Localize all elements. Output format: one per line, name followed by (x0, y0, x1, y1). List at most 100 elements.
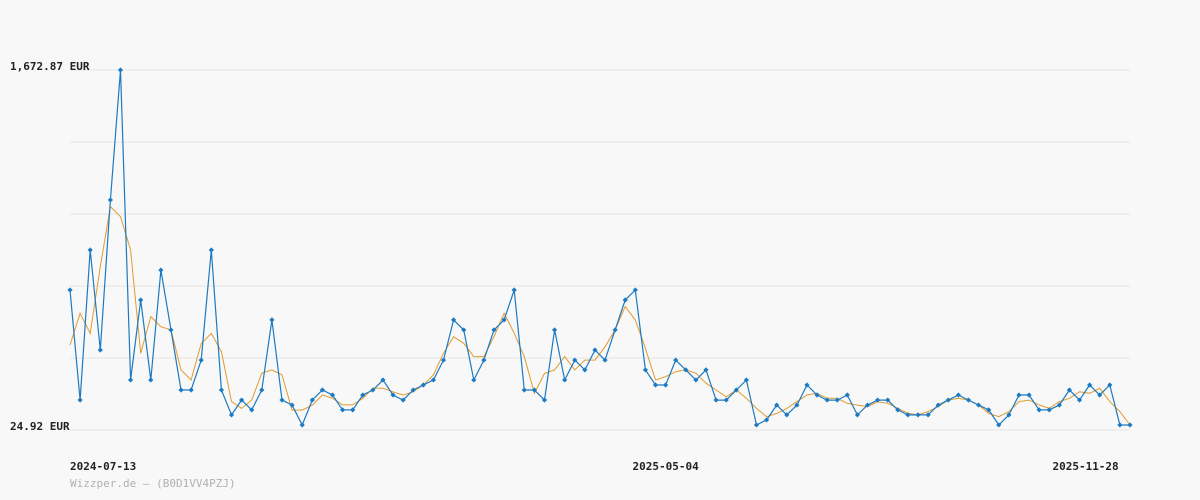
data-point (864, 402, 871, 408)
data-point (642, 367, 649, 373)
data-point (572, 357, 578, 363)
data-point (269, 317, 275, 323)
data-point (562, 377, 568, 383)
data-point (249, 407, 255, 413)
data-point (703, 367, 709, 373)
data-point (844, 392, 850, 398)
data-point (996, 422, 1002, 428)
data-point (531, 387, 537, 393)
y-tick-label: 1,672.87 EUR (10, 60, 90, 73)
data-point (329, 392, 336, 398)
data-point (228, 412, 235, 418)
data-point (763, 417, 770, 423)
data-point (622, 297, 628, 303)
data-point (289, 402, 295, 408)
data-point (834, 397, 840, 403)
data-point (67, 287, 73, 293)
data-point (501, 317, 507, 323)
data-point (824, 397, 830, 403)
data-point (915, 412, 921, 418)
data-point (319, 387, 325, 393)
data-point (97, 347, 103, 353)
data-point (875, 397, 881, 403)
data-point (218, 387, 225, 393)
data-point (299, 422, 305, 428)
data-point (905, 412, 911, 418)
data-point (168, 327, 174, 333)
data-point (541, 397, 548, 403)
data-point (854, 412, 861, 418)
data-point (1046, 407, 1052, 413)
data-point (440, 357, 447, 363)
data-point (370, 387, 376, 393)
data-point (885, 397, 891, 403)
data-point (339, 407, 346, 413)
data-point (491, 327, 497, 333)
data-point (1006, 412, 1012, 418)
data-point (430, 377, 437, 383)
data-point (551, 327, 558, 333)
data-point (1097, 392, 1103, 398)
data-point (753, 422, 760, 428)
data-point (208, 247, 214, 253)
data-point (1056, 402, 1062, 408)
data-point (733, 387, 739, 393)
data-point (77, 397, 83, 403)
data-point (1026, 392, 1032, 398)
data-point (955, 392, 961, 398)
data-point (895, 407, 901, 413)
data-point (1066, 387, 1073, 393)
data-point (1087, 382, 1093, 388)
data-point (602, 357, 608, 363)
data-point (1036, 407, 1042, 413)
data-point (582, 367, 588, 373)
data-point (774, 402, 780, 408)
data-point (935, 402, 941, 408)
data-point (158, 267, 164, 273)
data-point (683, 367, 689, 373)
data-point (309, 397, 315, 403)
data-point (239, 397, 245, 403)
data-point (804, 382, 810, 388)
data-point (1117, 422, 1123, 428)
data-point (87, 247, 93, 253)
data-point (1076, 397, 1083, 403)
data-point (632, 287, 638, 293)
data-point (511, 287, 517, 293)
data-point (390, 392, 396, 398)
data-point (350, 407, 356, 413)
source-note: Wizzper.de – (B0D1VV4PZJ) (70, 477, 236, 490)
data-point (138, 297, 144, 303)
data-point (673, 357, 679, 363)
data-point (420, 382, 426, 388)
data-point (713, 397, 719, 403)
data-point (723, 397, 729, 403)
data-point (663, 382, 669, 388)
x-tick-label: 2025-05-04 (633, 460, 700, 473)
data-point (1016, 392, 1022, 398)
data-point (693, 377, 699, 383)
data-point (380, 377, 386, 383)
x-tick-label: 2024-07-13 (70, 460, 136, 473)
data-point (784, 412, 790, 418)
data-point (986, 407, 992, 413)
series-line (69, 69, 1130, 427)
data-point (410, 387, 416, 393)
data-point (743, 377, 749, 383)
data-point (592, 347, 598, 353)
data-point (148, 377, 154, 383)
data-point (127, 377, 134, 383)
data-point (612, 327, 618, 333)
x-tick-label: 2025-11-28 (1052, 460, 1118, 473)
data-point (1107, 382, 1113, 388)
data-point (461, 327, 467, 333)
data-point (188, 387, 194, 393)
data-point (198, 357, 204, 363)
data-point (279, 397, 285, 403)
data-point (965, 397, 972, 403)
y-tick-label: 24.92 EUR (10, 420, 70, 433)
data-point (107, 197, 113, 203)
data-point (451, 317, 457, 323)
